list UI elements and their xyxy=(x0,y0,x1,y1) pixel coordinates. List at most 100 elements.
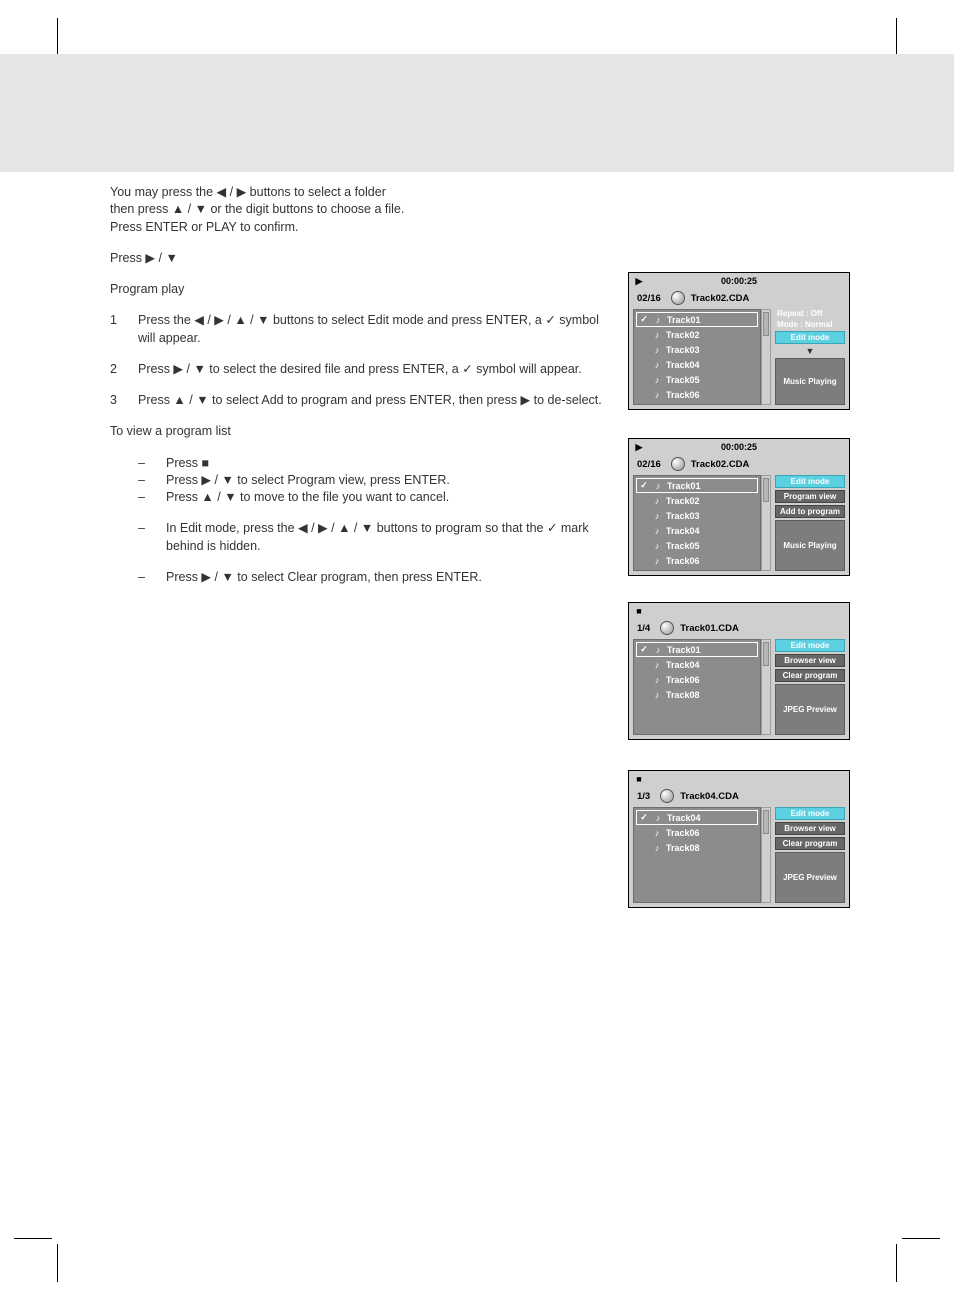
note-icon: ♪ xyxy=(652,541,662,551)
track-row[interactable]: ✓ ♪ Track01 xyxy=(636,478,758,493)
track-row[interactable]: ♪Track04 xyxy=(636,523,758,538)
track-label: Track06 xyxy=(666,556,700,566)
current-track: Track04.CDA xyxy=(680,791,739,802)
note-icon: ♪ xyxy=(652,828,662,838)
scrollbar-thumb[interactable] xyxy=(763,642,769,666)
note-icon: ♪ xyxy=(652,675,662,685)
current-track: Track02.CDA xyxy=(691,293,750,304)
track-row[interactable]: ✓♪Track01 xyxy=(636,312,758,327)
add-to-program-button[interactable]: Add to program xyxy=(775,505,845,518)
track-row[interactable]: ♪Track06 xyxy=(636,825,758,840)
track-row[interactable]: ♪Track06 xyxy=(636,553,758,568)
track-label: Track05 xyxy=(666,541,700,551)
track-row[interactable]: ♪ Track05 xyxy=(636,538,758,553)
track-label: Track08 xyxy=(666,690,700,700)
note-icon: ♪ xyxy=(653,481,663,491)
note-icon: ♪ xyxy=(652,660,662,670)
elapsed-time: 00:00:25 xyxy=(629,276,849,286)
view-step-1: Press ■ xyxy=(166,455,610,472)
note-icon: ♪ xyxy=(652,345,662,355)
track-label: Track03 xyxy=(666,345,700,355)
view-dash-3: – xyxy=(138,489,166,506)
track-row[interactable]: ♪ Track06 xyxy=(636,672,758,687)
track-label: Track05 xyxy=(666,375,700,385)
view-dash-2: – xyxy=(138,472,166,489)
step-number-1: 1 xyxy=(110,312,138,347)
clear-program-button[interactable]: Clear program xyxy=(775,669,845,682)
track-list[interactable]: ✓♪Track01 ♪Track02 ♪Track03 ♪Track04 ♪Tr… xyxy=(633,309,761,405)
track-row[interactable]: ♪Track02 xyxy=(636,327,758,342)
scrollbar[interactable] xyxy=(761,475,771,571)
note-icon: ♪ xyxy=(652,843,662,853)
player-panel-1: ▶ 00:00:25 02/16 Track02.CDA ✓♪Track01 ♪… xyxy=(628,272,850,410)
note-icon: ♪ xyxy=(653,813,663,823)
check-icon: ✓ xyxy=(639,645,649,655)
view-dash-5: – xyxy=(138,569,166,586)
view-dash-1: – xyxy=(138,455,166,472)
track-label: Track01 xyxy=(667,481,701,491)
track-row[interactable]: ♪ Track08 xyxy=(636,687,758,702)
track-counter: 02/16 xyxy=(637,459,661,470)
preview-box: Music Playing xyxy=(775,520,845,571)
track-label: Track08 xyxy=(666,843,700,853)
check-icon: ✓ xyxy=(639,481,649,491)
note-icon: ♪ xyxy=(652,526,662,536)
track-label: Track04 xyxy=(666,360,700,370)
disc-icon xyxy=(671,457,685,471)
edit-mode-button[interactable]: Edit mode xyxy=(775,639,845,652)
track-list[interactable]: ✓♪Track04 ♪Track06 ♪ Track08 xyxy=(633,807,761,903)
note-icon: ♪ xyxy=(652,690,662,700)
edit-mode-button[interactable]: Edit mode xyxy=(775,807,845,820)
step-2-text: Press ▶ / ▼ to select the desired file a… xyxy=(138,361,610,378)
current-track: Track01.CDA xyxy=(680,623,739,634)
scrollbar-thumb[interactable] xyxy=(763,810,769,834)
track-list[interactable]: ✓♪Track01 ♪Track02 ♪Track03 ♪Track04 ♪Tr… xyxy=(633,475,761,571)
note-icon: ♪ xyxy=(653,645,663,655)
browser-view-button[interactable]: Browser view xyxy=(775,822,845,835)
scrollbar-thumb[interactable] xyxy=(763,478,769,502)
edit-mode-button[interactable]: Edit mode xyxy=(775,331,845,344)
view-step-5: Press ▶ / ▼ to select Clear program, the… xyxy=(166,569,610,586)
track-row[interactable]: ✓♪Track01 xyxy=(636,642,758,657)
chevron-down-icon: ▼ xyxy=(775,346,845,356)
note-icon: ♪ xyxy=(653,315,663,325)
view-step-3: Press ▲ / ▼ to move to the file you want… xyxy=(166,489,610,506)
track-label: Track06 xyxy=(666,675,700,685)
edit-mode-button[interactable]: Edit mode xyxy=(775,475,845,488)
step-1-text: Press the ◀ / ▶ / ▲ / ▼ buttons to selec… xyxy=(138,312,610,347)
track-label: Track02 xyxy=(666,330,700,340)
disc-icon xyxy=(671,291,685,305)
track-row[interactable]: ♪ Track08 xyxy=(636,840,758,855)
view-step-4: In Edit mode, press the ◀ / ▶ / ▲ / ▼ bu… xyxy=(166,520,610,555)
step-number-2: 2 xyxy=(110,361,138,378)
intro-line-3: Press ENTER or PLAY to confirm. xyxy=(110,220,298,234)
track-counter: 1/3 xyxy=(637,791,650,802)
scrollbar[interactable] xyxy=(761,309,771,405)
track-row[interactable]: ♪Track06 xyxy=(636,387,758,402)
track-row[interactable]: ♪ Track04 xyxy=(636,357,758,372)
track-row[interactable]: ♪Track02 xyxy=(636,493,758,508)
status-mode: Mode : Normal xyxy=(775,320,845,329)
track-row[interactable]: ♪Track05 xyxy=(636,372,758,387)
clear-program-button[interactable]: Clear program xyxy=(775,837,845,850)
browser-view-button[interactable]: Browser view xyxy=(775,654,845,667)
preview-box: Music Playing xyxy=(775,358,845,405)
stop-icon: ■ xyxy=(635,775,643,783)
program-play-title: Program play xyxy=(110,282,184,296)
track-row[interactable]: ♪Track04 xyxy=(636,657,758,672)
track-row[interactable]: ♪Track03 xyxy=(636,508,758,523)
track-label: Track01 xyxy=(667,315,701,325)
track-list[interactable]: ✓♪Track01 ♪Track04 ♪Track06 ♪Track08 xyxy=(633,639,761,735)
scrollbar[interactable] xyxy=(761,807,771,903)
track-row[interactable]: ♪ Track03 xyxy=(636,342,758,357)
note-icon: ♪ xyxy=(652,360,662,370)
scrollbar[interactable] xyxy=(761,639,771,735)
view-dash-4: – xyxy=(138,520,166,555)
crop-mark-br xyxy=(882,1224,940,1282)
intro-line-2: then press ▲ / ▼ or the digit buttons to… xyxy=(110,202,404,216)
track-row[interactable]: ✓♪Track04 xyxy=(636,810,758,825)
program-view-button[interactable]: Program view xyxy=(775,490,845,503)
scrollbar-thumb[interactable] xyxy=(763,312,769,336)
disc-icon xyxy=(660,789,674,803)
view-program-title: To view a program list xyxy=(110,424,231,438)
